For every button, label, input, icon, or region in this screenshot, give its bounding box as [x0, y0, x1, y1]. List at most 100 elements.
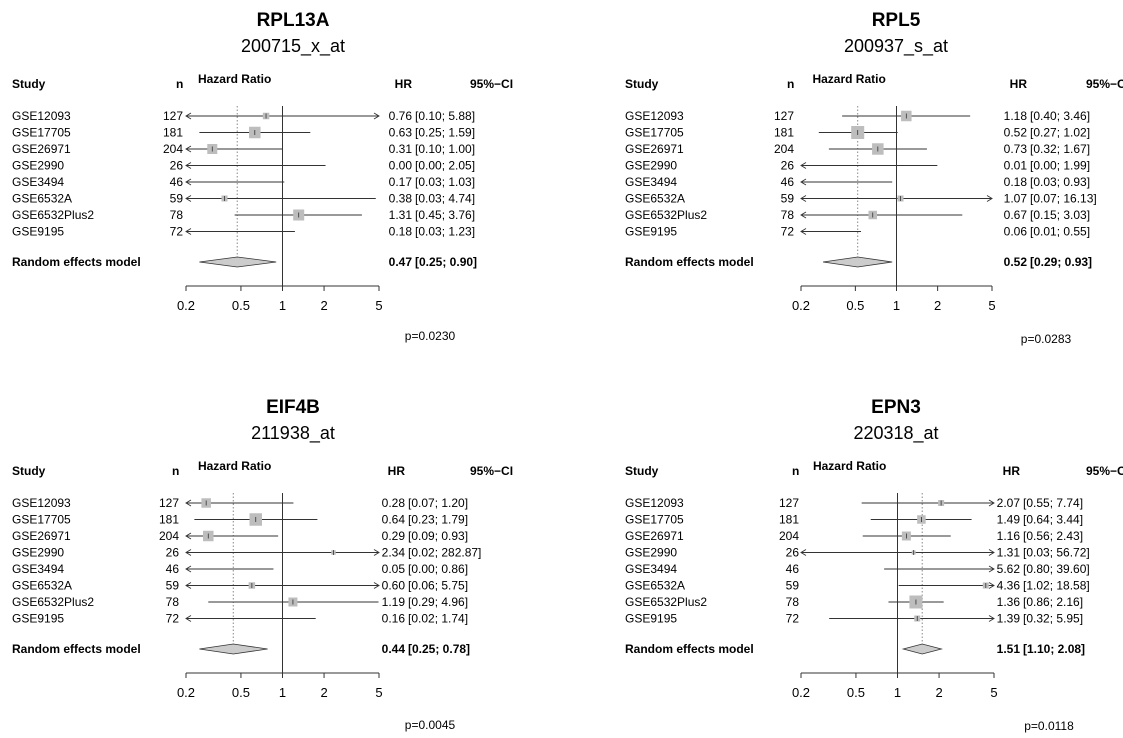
- study-name: GSE9195: [12, 225, 64, 239]
- ci-arrow-right: [988, 499, 995, 507]
- header-ci: 95%−CI: [1086, 77, 1123, 91]
- study-row: GSE2990 26 1.31 [0.03; 56.72]: [625, 546, 1090, 560]
- ci-arrow-left: [800, 178, 807, 186]
- hr-value: 0.18: [1004, 175, 1028, 189]
- hr-value: 0.67: [1004, 208, 1028, 222]
- ci-value: [0.02; 282.87]: [408, 546, 481, 560]
- p-value: p=0.0118: [1024, 719, 1074, 733]
- study-n: 204: [159, 529, 179, 543]
- ci-value: [0.03; 4.74]: [415, 192, 475, 206]
- gene-title: RPL5: [872, 10, 921, 31]
- hr-value: 0.29: [382, 529, 406, 543]
- study-name: GSE12093: [12, 109, 71, 123]
- study-row: GSE2990 26 0.00 [0.00; 2.05]: [12, 159, 475, 173]
- axis-tick-label: 0.2: [177, 298, 195, 313]
- ci-arrow-right: [986, 195, 993, 202]
- study-row: GSE6532A 59 0.38 [0.03; 4.74]: [12, 192, 475, 206]
- axis-tick-label: 2: [320, 298, 327, 313]
- study-row: GSE9195 72 0.16 [0.02; 1.74]: [12, 612, 468, 626]
- ci-value: [0.03; 1.23]: [415, 225, 475, 239]
- study-n: 78: [781, 208, 795, 222]
- axis-tick-label: 1: [279, 298, 286, 313]
- hr-value: 1.36: [997, 595, 1021, 609]
- gene-title: EPN3: [871, 397, 921, 418]
- model-ci: [0.25; 0.78]: [408, 642, 470, 656]
- ci-value: [0.00; 0.86]: [408, 562, 468, 576]
- model-row: Random effects model 0.52 [0.29; 0.93]: [625, 255, 1092, 269]
- header-hr: HR: [388, 464, 406, 478]
- hr-value: 1.19: [382, 595, 406, 609]
- axis-tick-label: 1: [893, 298, 900, 313]
- study-row: GSE6532Plus2 78 1.36 [0.86; 2.16]: [625, 595, 1083, 609]
- x-axis: 0.2 0.5 1 2 5: [792, 672, 998, 700]
- ci-value: [0.29; 4.96]: [408, 595, 468, 609]
- probe-subtitle: 200937_s_at: [844, 36, 948, 57]
- study-name: GSE3494: [625, 175, 677, 189]
- study-row: GSE26971 204 0.29 [0.09; 0.93]: [12, 529, 468, 543]
- hr-value: 0.16: [382, 612, 406, 626]
- study-n: 127: [159, 496, 179, 510]
- study-name: GSE3494: [12, 562, 64, 576]
- hr-value: 0.00: [389, 159, 413, 173]
- study-row: GSE17705 181 0.64 [0.23; 1.79]: [12, 513, 468, 527]
- ci-arrow-right: [988, 615, 995, 622]
- study-name: GSE9195: [625, 225, 677, 239]
- ci-arrow-left: [800, 211, 807, 219]
- study-name: GSE3494: [625, 562, 677, 576]
- ci-arrow-right: [988, 549, 995, 556]
- study-n: 46: [166, 562, 180, 576]
- ci-value: [0.56; 2.43]: [1023, 529, 1083, 543]
- header-hazard-ratio: Hazard Ratio: [812, 72, 885, 86]
- ci-arrow-left: [185, 565, 192, 573]
- study-row: GSE6532A 59 1.07 [0.07; 16.13]: [625, 192, 1097, 206]
- study-n: 72: [781, 225, 795, 239]
- study-n: 127: [779, 496, 799, 510]
- hr-value: 0.38: [389, 192, 413, 206]
- ci-arrow-right: [988, 565, 995, 573]
- ci-arrow-left: [185, 532, 192, 540]
- study-name: GSE3494: [12, 175, 64, 189]
- ci-arrow-right: [373, 582, 380, 589]
- header-n: n: [787, 77, 794, 91]
- header-study: Study: [625, 464, 659, 478]
- header-study: Study: [12, 464, 46, 478]
- study-row: GSE6532A 59 4.36 [1.02; 18.58]: [625, 579, 1090, 593]
- ci-arrow-left: [185, 499, 192, 507]
- x-axis: 0.2 0.5 1 2 5: [177, 672, 383, 700]
- axis-tick-label: 5: [375, 685, 382, 700]
- study-n: 46: [170, 175, 184, 189]
- study-name: GSE26971: [12, 529, 71, 543]
- ci-arrow-left: [185, 615, 192, 622]
- study-row: GSE2990 26 0.01 [0.00; 1.99]: [625, 159, 1090, 173]
- study-row: GSE3494 46 5.62 [0.80; 39.60]: [625, 562, 1090, 576]
- study-row: GSE3494 46 0.17 [0.03; 1.03]: [12, 175, 475, 189]
- model-label: Random effects model: [625, 642, 754, 656]
- ci-value: [0.23; 1.79]: [408, 513, 468, 527]
- study-row: GSE26971 204 0.31 [0.10; 1.00]: [12, 142, 475, 156]
- study-n: 204: [774, 142, 794, 156]
- header-hazard-ratio: Hazard Ratio: [198, 459, 271, 473]
- study-n: 26: [166, 546, 180, 560]
- gene-title: RPL13A: [257, 10, 330, 31]
- study-n: 204: [163, 142, 183, 156]
- study-row: GSE6532Plus2 78 1.19 [0.29; 4.96]: [12, 595, 468, 609]
- hr-value: 4.36: [997, 579, 1021, 593]
- model-ci: [1.10; 2.08]: [1023, 642, 1085, 656]
- study-name: GSE6532A: [625, 579, 685, 593]
- hr-value: 0.52: [1004, 126, 1028, 140]
- ci-value: [0.15; 3.03]: [1030, 208, 1090, 222]
- hr-value: 0.17: [389, 175, 413, 189]
- ci-value: [0.86; 2.16]: [1023, 595, 1083, 609]
- axis-tick-label: 2: [935, 685, 942, 700]
- hr-value: 0.64: [382, 513, 406, 527]
- model-ci: [0.25; 0.90]: [415, 255, 477, 269]
- ci-value: [0.02; 1.74]: [408, 612, 468, 626]
- ci-value: [0.07; 1.20]: [408, 496, 468, 510]
- study-name: GSE26971: [12, 142, 71, 156]
- study-row: GSE17705 181 1.49 [0.64; 3.44]: [625, 513, 1083, 527]
- study-n: 46: [781, 175, 795, 189]
- ci-value: [0.01; 0.55]: [1030, 225, 1090, 239]
- study-n: 46: [786, 562, 800, 576]
- study-name: GSE17705: [625, 126, 684, 140]
- ci-value: [0.03; 56.72]: [1023, 546, 1090, 560]
